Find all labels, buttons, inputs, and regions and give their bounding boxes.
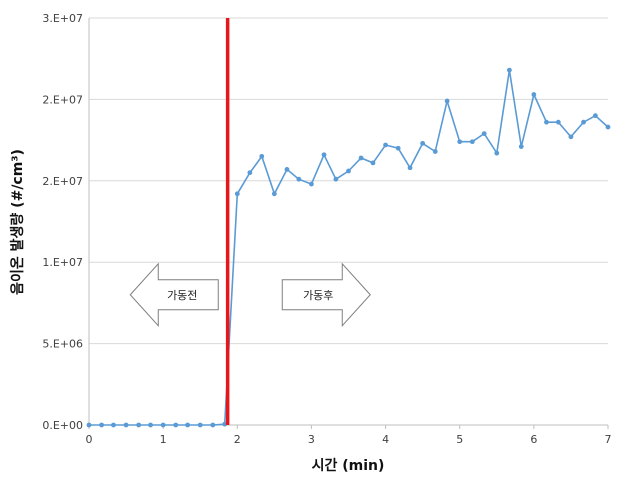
data-series [86, 67, 611, 428]
series-line [89, 69, 609, 426]
data-point [568, 134, 574, 140]
data-point [210, 422, 216, 428]
data-point [494, 150, 500, 156]
data-point [346, 168, 351, 174]
x-tick-label: 7 [605, 433, 612, 446]
data-point [370, 160, 376, 166]
data-point [222, 421, 228, 427]
data-point [160, 422, 166, 428]
data-point [296, 176, 302, 182]
data-point [469, 139, 475, 145]
x-tick-label: 1 [160, 433, 167, 446]
data-point [481, 131, 487, 136]
data-point [432, 149, 438, 154]
data-point [271, 191, 277, 197]
y-tick-label: 3.E+07 [42, 12, 83, 25]
data-point [185, 422, 191, 428]
data-point [605, 124, 611, 130]
data-point [173, 422, 179, 428]
x-tick-label: 3 [308, 433, 315, 446]
x-tick-label: 0 [86, 433, 93, 446]
data-point [555, 119, 561, 125]
data-point [111, 422, 116, 428]
annotation-arrows: 가동전 가동후 [129, 262, 371, 328]
data-point [123, 422, 129, 428]
x-tick-label: 5 [456, 433, 463, 446]
data-point [581, 119, 586, 125]
y-tick-label: 2.E+07 [42, 93, 83, 106]
y-axis-label: 음이온 발생량 (#/cm³) [9, 149, 26, 295]
annotation-label: 가동전 [167, 289, 197, 302]
data-point [518, 144, 524, 150]
data-point [407, 165, 413, 171]
data-point [383, 142, 388, 148]
x-axis-label: 시간 (min) [312, 457, 385, 474]
data-point [321, 152, 327, 158]
y-tick-label: 5.E+06 [42, 338, 83, 351]
y-tick-label: 0.E+00 [42, 419, 83, 432]
right-arrow-shape [281, 262, 371, 328]
data-point [86, 422, 92, 428]
data-point [247, 170, 253, 176]
y-tick-label: 1.E+07 [42, 256, 83, 269]
data-point [444, 98, 450, 104]
data-point [358, 155, 364, 161]
data-point [136, 422, 142, 428]
data-point [259, 153, 265, 159]
data-point [395, 145, 401, 151]
data-point [531, 92, 537, 97]
x-tick-labels: 0 1 2 3 4 5 6 7 [86, 425, 612, 446]
data-point [544, 119, 549, 125]
data-point [309, 181, 314, 187]
data-point [457, 139, 463, 145]
x-tick-label: 6 [530, 433, 537, 446]
x-tick-label: 2 [234, 433, 241, 446]
data-point [420, 140, 426, 146]
y-tick-labels: 0.E+00 5.E+06 1.E+07 2.E+07 2.E+07 3.E+07 [42, 12, 83, 432]
gridlines [89, 17, 608, 345]
data-point [197, 422, 203, 428]
x-tick-label: 4 [382, 433, 389, 446]
y-tick-label: 2.E+07 [42, 175, 83, 188]
left-arrow-shape [129, 262, 219, 328]
data-point [333, 176, 339, 182]
data-point [506, 67, 512, 73]
data-point [148, 422, 153, 428]
data-point [592, 113, 598, 119]
data-point [284, 167, 290, 172]
axes [88, 18, 608, 426]
data-point [99, 422, 105, 428]
data-point [234, 191, 240, 197]
annotation-label: 가동후 [303, 289, 333, 302]
